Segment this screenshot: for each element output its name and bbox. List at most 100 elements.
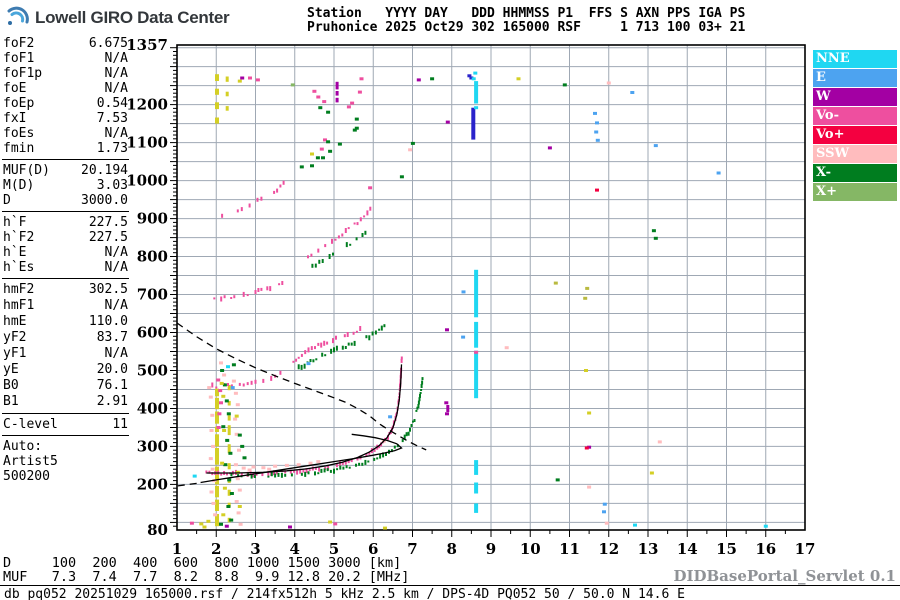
svg-text:17: 17 [795, 540, 816, 558]
param-label: yF1 [3, 346, 27, 361]
giro-logo-icon [7, 6, 29, 25]
param-label: yE [3, 362, 19, 377]
param-label: foE [3, 81, 27, 96]
param-value: 302.5 [88, 282, 128, 297]
svg-text:800: 800 [137, 248, 168, 266]
svg-text:14: 14 [677, 540, 698, 558]
svg-text:15: 15 [716, 540, 737, 558]
param-row: MUF(D) 20.194 [3, 163, 128, 178]
brand-link[interactable]: Lowell GIRO Data Center [5, 6, 230, 30]
auto-scaler-line: Auto: [3, 439, 43, 454]
param-value: 3000.0 [81, 193, 128, 208]
param-label: foF2 [3, 36, 35, 51]
legend-item-vo-: Vo- [813, 107, 897, 125]
param-value: 11 [112, 417, 128, 432]
svg-text:4: 4 [290, 540, 300, 558]
svg-text:700: 700 [137, 286, 168, 304]
param-label: fxI [3, 111, 27, 126]
svg-text:10: 10 [520, 540, 541, 558]
param-value: 0.54 [96, 96, 128, 111]
svg-text:3: 3 [250, 540, 260, 558]
auto-scaler-block: Auto: Artist5 500200 [3, 439, 128, 484]
servlet-version-label: DIDBasePortal_Servlet 0.1 [673, 567, 896, 585]
svg-text:400: 400 [137, 400, 168, 418]
param-value: 227.5 [88, 215, 128, 230]
svg-text:11: 11 [559, 540, 580, 558]
param-row: foF2 6.675 [3, 36, 128, 51]
param-label: M(D) [3, 178, 35, 193]
legend-item-ssw: SSW [813, 145, 897, 163]
auto-scaler-line: Artist5 [3, 454, 58, 469]
param-value: N/A [104, 126, 128, 141]
param-value: 3.03 [96, 178, 128, 193]
param-value: 110.0 [88, 314, 128, 329]
param-row: h`E N/A [3, 245, 128, 260]
status-bar: db pq052 20251029 165000.rsf / 214fx512h… [4, 587, 685, 600]
plot-border [176, 44, 806, 531]
param-row: foF1p N/A [3, 66, 128, 81]
param-separator [2, 211, 129, 212]
svg-text:6: 6 [368, 540, 378, 558]
param-row: h`Es N/A [3, 260, 128, 275]
legend-item-vo+: Vo+ [813, 126, 897, 144]
param-value: 83.7 [96, 330, 128, 345]
param-value: 2.91 [96, 394, 128, 409]
gridlines [177, 45, 805, 530]
param-label: yF2 [3, 330, 27, 345]
param-label: hmF1 [3, 298, 35, 313]
param-label: foF1p [3, 66, 43, 81]
svg-text:8: 8 [447, 540, 457, 558]
param-row: hmF1 N/A [3, 298, 128, 314]
fitted-trace [206, 364, 403, 474]
muf-transmission-curve [176, 322, 427, 451]
auto-scaler-line: 500200 [3, 469, 50, 484]
muf-row: MUF 7.3 7.4 7.7 8.2 8.8 9.9 12.8 20.2 [M… [3, 569, 410, 585]
svg-text:1: 1 [172, 540, 182, 558]
param-row: fxI 7.53 [3, 111, 128, 126]
param-label: foEp [3, 96, 35, 111]
svg-text:7: 7 [407, 540, 417, 558]
param-group: C-level 11 [3, 417, 128, 432]
param-separator [2, 435, 129, 436]
svg-text:900: 900 [137, 210, 168, 228]
param-row: yE 20.0 [3, 362, 128, 378]
param-value: N/A [104, 245, 128, 260]
x-axis-labels: 1 2 3 4 5 6 7 8 9 10 11 12 13 14 15 16 17 [172, 540, 816, 558]
param-value: 6.675 [88, 36, 128, 51]
param-separator [2, 278, 129, 279]
param-label: h`Es [3, 260, 35, 275]
svg-text:200: 200 [137, 475, 168, 493]
footer-divider [0, 585, 900, 586]
svg-text:1200: 1200 [126, 96, 168, 114]
svg-text:500: 500 [137, 362, 168, 380]
param-label: foF1 [3, 51, 35, 66]
echo-direction-legend: NNE E W Vo- Vo+ SSW X- X+ [813, 50, 897, 202]
param-value: N/A [104, 260, 128, 275]
param-row: foF1 N/A [3, 51, 128, 66]
param-label: B0 [3, 378, 19, 393]
param-group: foF2 6.675 foF1 N/A foF1p N/A foE N/A foEp 0.54 fx… [3, 36, 128, 156]
legend-item-w: W [813, 88, 897, 106]
param-value: 76.1 [96, 378, 128, 393]
analysis-curves [176, 322, 427, 487]
param-value: N/A [104, 51, 128, 66]
param-label: MUF(D) [3, 163, 50, 178]
svg-text:2: 2 [211, 540, 221, 558]
param-row: h`F2 227.5 [3, 230, 128, 245]
brand-title: Lowell GIRO Data Center [35, 8, 230, 27]
param-value: 20.0 [96, 362, 128, 377]
param-label: h`F2 [3, 230, 35, 245]
rfi-bars [215, 74, 479, 527]
param-value: N/A [104, 346, 128, 361]
param-row: foE N/A [3, 81, 128, 96]
legend-item-x+: X+ [813, 183, 897, 201]
param-row: B0 76.1 [3, 378, 128, 394]
param-row: yF1 N/A [3, 346, 128, 362]
param-label: D [3, 193, 11, 208]
param-separator [2, 159, 129, 160]
param-value: 227.5 [88, 230, 128, 245]
svg-text:9: 9 [486, 540, 496, 558]
svg-text:13: 13 [638, 540, 659, 558]
param-row: yF2 83.7 [3, 330, 128, 346]
